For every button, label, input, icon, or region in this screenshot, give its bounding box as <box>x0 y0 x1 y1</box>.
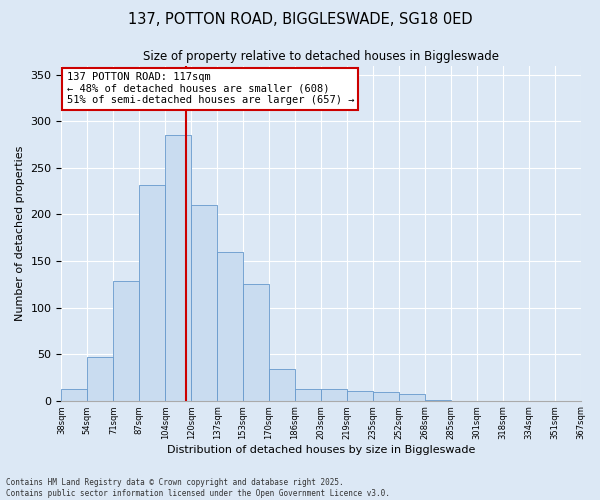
Bar <box>243 284 269 401</box>
Bar <box>217 252 243 400</box>
Bar <box>373 392 399 400</box>
Bar <box>139 184 165 400</box>
Bar <box>321 390 347 400</box>
Y-axis label: Number of detached properties: Number of detached properties <box>15 146 25 321</box>
Text: 137 POTTON ROAD: 117sqm
← 48% of detached houses are smaller (608)
51% of semi-d: 137 POTTON ROAD: 117sqm ← 48% of detache… <box>67 72 354 106</box>
Bar <box>61 390 88 400</box>
Bar <box>165 136 191 400</box>
X-axis label: Distribution of detached houses by size in Biggleswade: Distribution of detached houses by size … <box>167 445 475 455</box>
Title: Size of property relative to detached houses in Biggleswade: Size of property relative to detached ho… <box>143 50 499 63</box>
Bar <box>399 394 425 400</box>
Bar <box>113 282 139 401</box>
Text: Contains HM Land Registry data © Crown copyright and database right 2025.
Contai: Contains HM Land Registry data © Crown c… <box>6 478 390 498</box>
Bar <box>191 205 217 400</box>
Bar <box>347 392 373 400</box>
Text: 137, POTTON ROAD, BIGGLESWADE, SG18 0ED: 137, POTTON ROAD, BIGGLESWADE, SG18 0ED <box>128 12 472 28</box>
Bar <box>269 369 295 400</box>
Bar <box>295 390 321 400</box>
Bar <box>88 357 113 401</box>
